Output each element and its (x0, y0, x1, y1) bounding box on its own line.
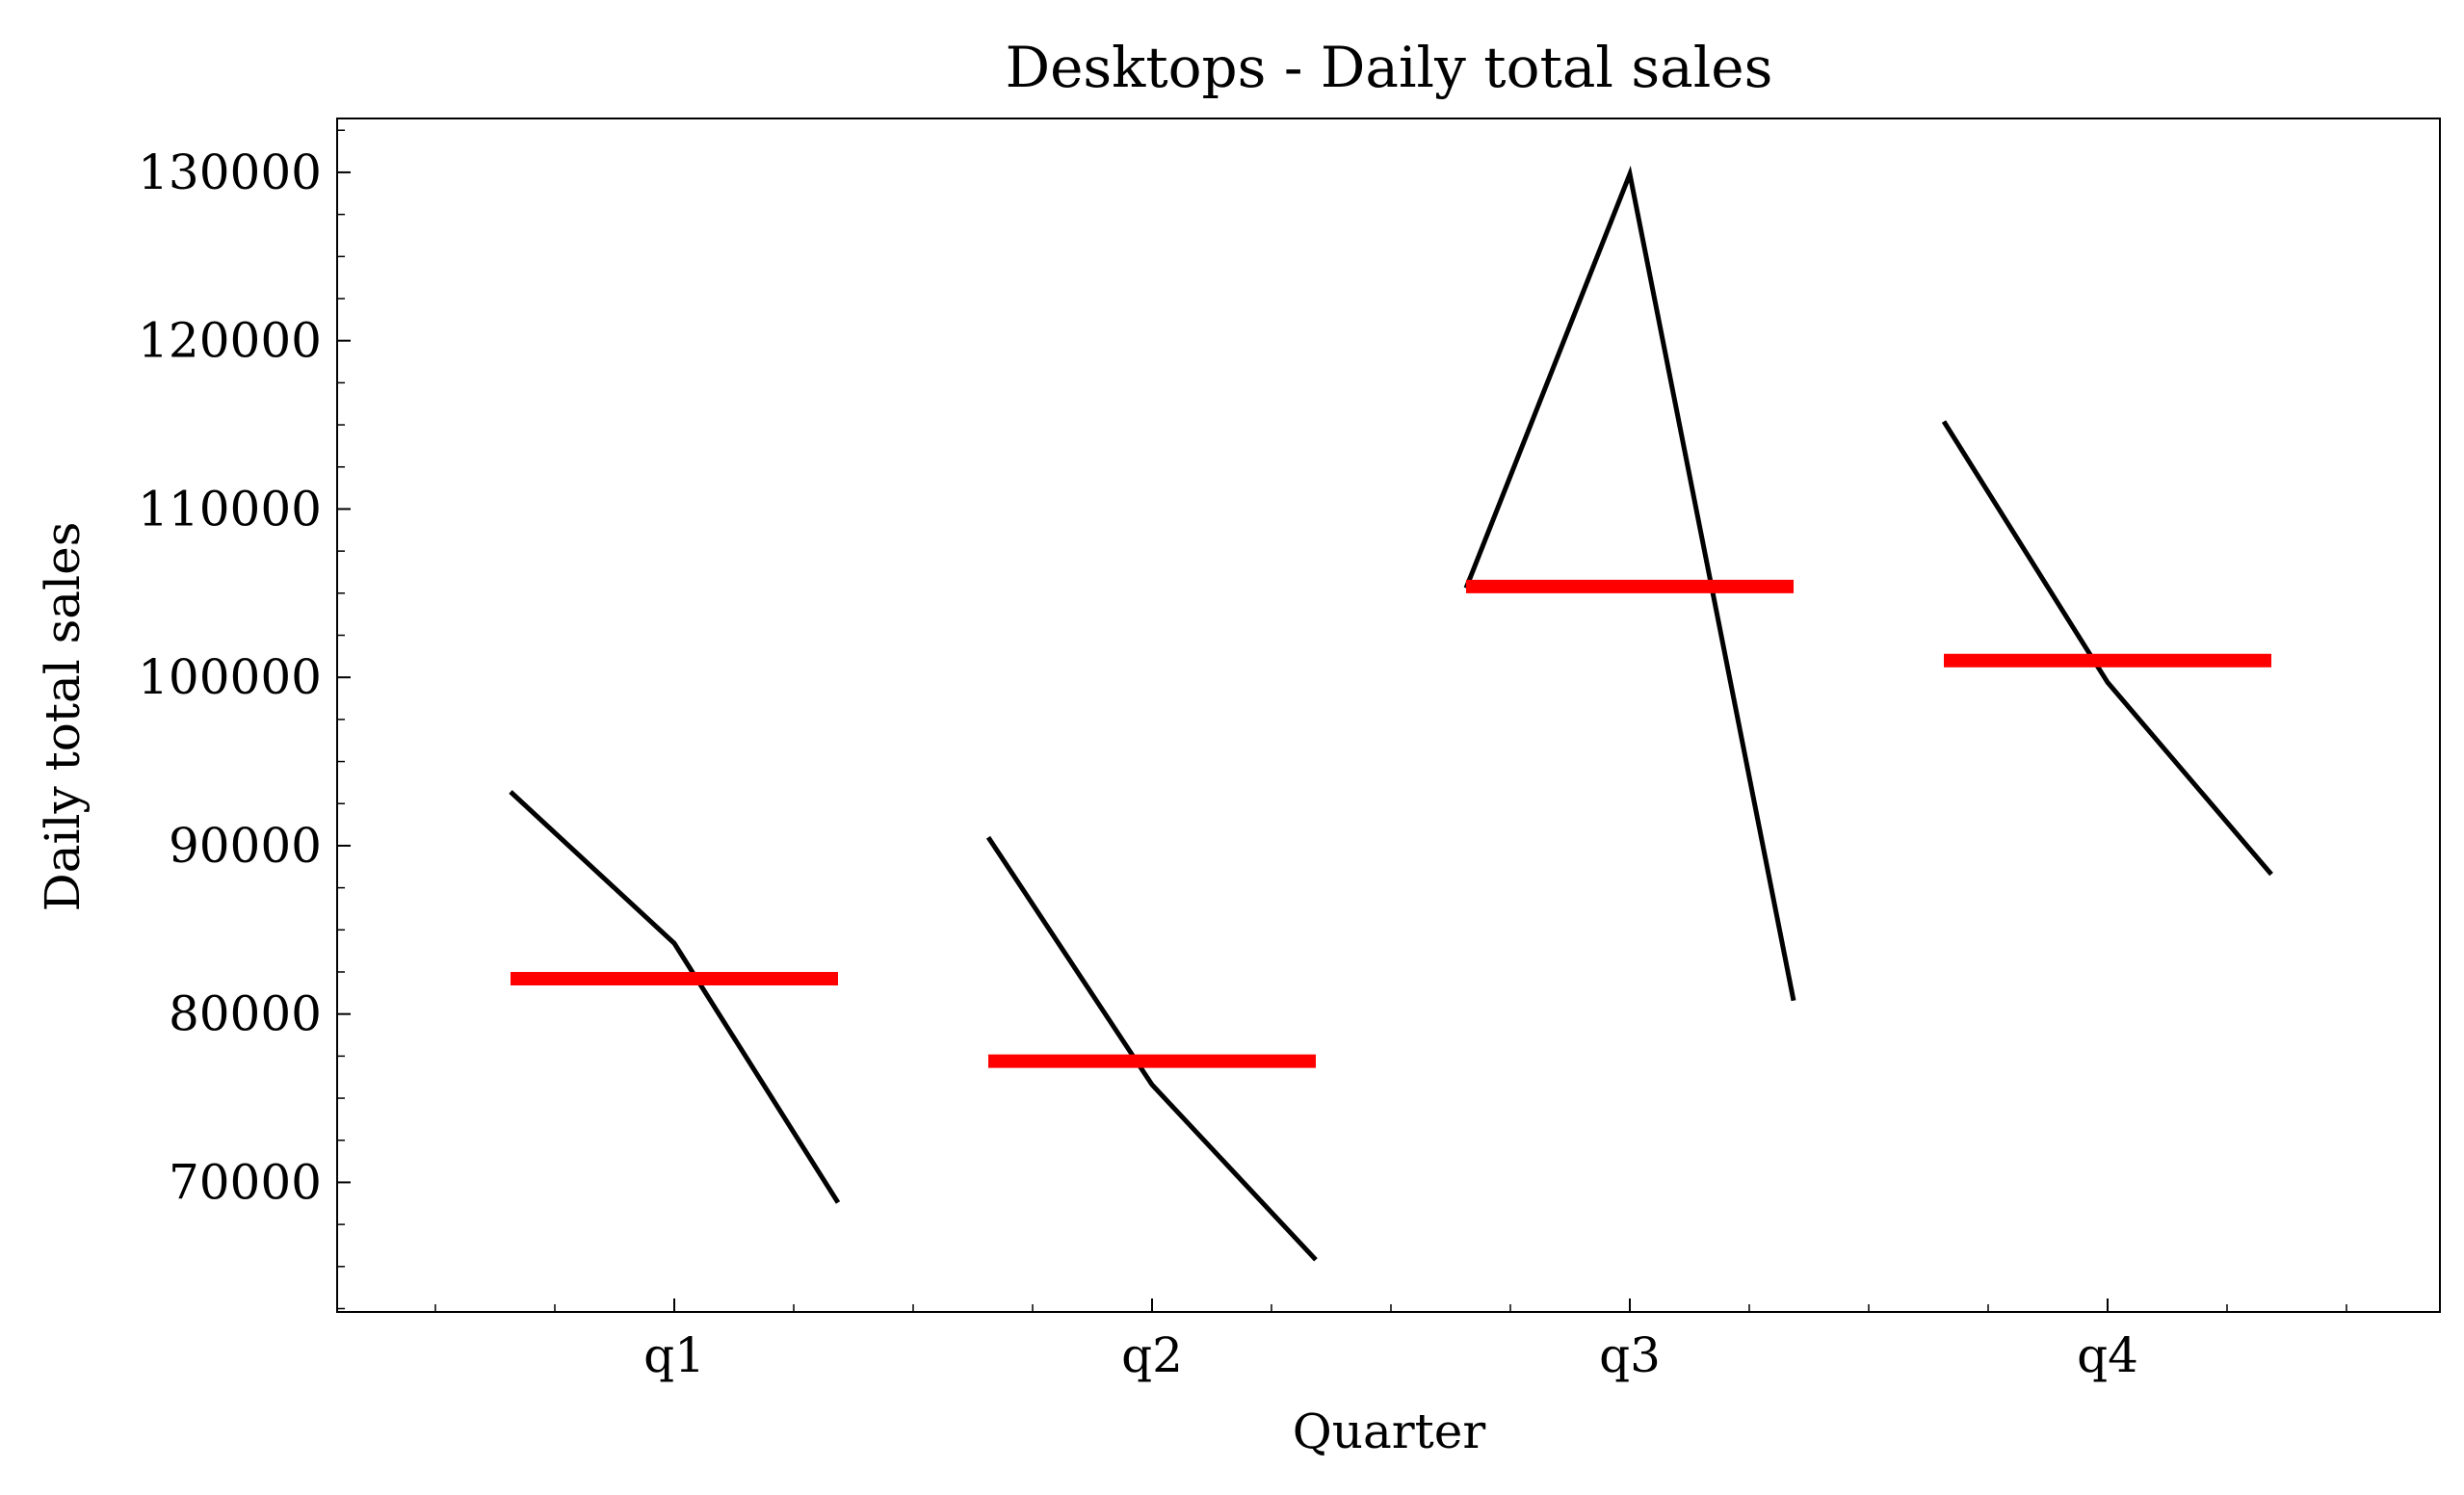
plot-frame (336, 118, 2441, 1313)
x-tick-label: q3 (1599, 1327, 1661, 1383)
series-line-q1 (509, 790, 841, 1204)
plot-area: 70000 80000 90000 100000 110000 120000 130000 q… (138, 118, 2441, 1383)
y-tick-label: 70000 (169, 1154, 322, 1210)
series-line-q3 (1463, 165, 1796, 1002)
y-tick-label: 110000 (138, 481, 322, 537)
y-axis-label: Daily total sales (35, 522, 91, 912)
x-axis-label: Quarter (1293, 1403, 1486, 1459)
x-tick-label: q4 (2077, 1327, 2138, 1383)
y-tick-label: 120000 (138, 313, 322, 369)
y-tick-label: 90000 (169, 818, 322, 874)
y-tick-label: 80000 (169, 986, 322, 1042)
x-tick-label: q1 (643, 1327, 705, 1383)
series-line-q2 (985, 835, 1318, 1262)
chart-title: Desktops - Daily total sales (1006, 35, 1773, 100)
x-tick-label: q2 (1121, 1327, 1183, 1383)
series-line-q4 (1941, 420, 2273, 877)
y-tick-label: 100000 (138, 649, 322, 705)
y-tick-label: 130000 (138, 144, 322, 200)
